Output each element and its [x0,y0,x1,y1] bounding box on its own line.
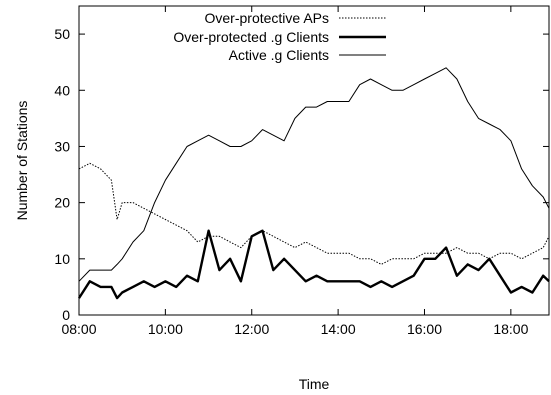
plot-frame [78,5,550,316]
x-tick-label: 12:00 [234,321,269,337]
legend: Over-protective APs Over-protected .g Cli… [173,10,386,63]
y-tick-label: 30 [54,138,70,154]
y-tick-label: 50 [54,26,70,42]
y-axis-title: Number of Stations [14,101,30,221]
legend-label-3: Active .g Clients [229,47,329,63]
series-line-3 [78,67,550,282]
y-tick-label: 0 [62,307,70,323]
legend-label-1: Over-protective APs [205,10,330,26]
x-tick-label: 18:00 [493,321,528,337]
plot-border [78,5,550,316]
y-tick-label: 20 [54,195,70,211]
x-tick-label: 08:00 [61,321,96,337]
series-line-2 [77,229,550,300]
series-lines [77,67,550,300]
x-tick-label: 14:00 [321,321,356,337]
legend-label-2: Over-protected .g Clients [173,29,329,45]
axes: 0 10 20 30 40 50 08:00 10:00 12:00 14:00 16:00 18:0… [54,6,549,337]
series-line-1 [78,162,550,265]
x-tick-label: 10:00 [148,321,183,337]
x-tick-label: 16:00 [407,321,442,337]
x-axis-title: Time [299,376,330,392]
y-tick-label: 10 [54,251,70,267]
y-tick-label: 40 [54,82,70,98]
